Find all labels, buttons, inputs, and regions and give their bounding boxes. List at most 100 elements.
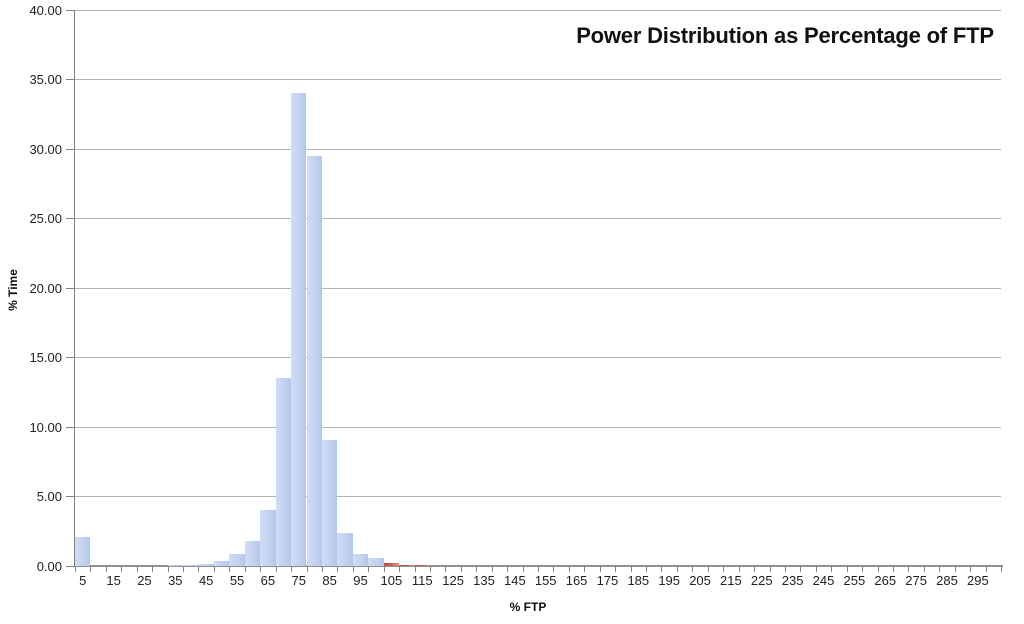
bar — [352, 553, 369, 566]
x-axis-tick — [908, 567, 910, 572]
x-axis-tick — [183, 567, 185, 572]
x-tick-label: 55 — [229, 573, 245, 588]
y-tick-label: 10.00 — [29, 419, 62, 435]
x-axis-tick — [121, 567, 123, 572]
x-tick-label: 195 — [658, 573, 681, 588]
x-tick-label: 105 — [380, 573, 403, 588]
x-axis-tick — [213, 567, 215, 572]
x-axis-tick — [970, 567, 972, 572]
x-axis-tick — [723, 567, 725, 572]
bar-above-ftp — [383, 562, 400, 566]
bar — [260, 510, 276, 566]
x-axis-tick — [815, 567, 817, 572]
gridline — [75, 287, 1001, 289]
x-tick-label: 85 — [322, 573, 337, 588]
bar — [213, 561, 230, 566]
x-tick-label: 205 — [689, 573, 711, 588]
x-axis-tick — [522, 567, 524, 572]
x-axis-tick — [429, 567, 431, 572]
x-axis-tick — [136, 567, 138, 572]
x-axis-tick — [291, 567, 293, 572]
x-axis-tick — [337, 567, 339, 572]
x-tick-label: 175 — [596, 573, 619, 588]
x-tick-label: 75 — [291, 573, 307, 588]
x-axis-tick — [707, 567, 709, 572]
bar — [229, 553, 245, 566]
x-tick-label: 255 — [843, 573, 866, 588]
x-tick-label: 145 — [503, 573, 526, 588]
x-axis-tick — [399, 567, 401, 572]
x-axis-tick — [692, 567, 694, 572]
x-axis-tick — [646, 567, 648, 572]
x-tick-label: 35 — [168, 573, 183, 588]
x-axis-tick — [476, 567, 478, 572]
gridline — [75, 79, 1001, 80]
bar — [306, 155, 322, 566]
x-tick-label: 265 — [874, 573, 897, 588]
x-axis-tick — [939, 567, 941, 572]
x-axis-tick — [877, 567, 879, 572]
x-axis-tick — [754, 567, 756, 572]
bar — [368, 557, 384, 566]
y-tick-label: 5.00 — [36, 489, 62, 504]
x-tick-label: 295 — [966, 573, 989, 588]
x-axis-tick — [954, 567, 956, 572]
x-tick-label: 95 — [353, 573, 368, 588]
x-axis-tick — [75, 567, 76, 572]
y-axis-tick — [66, 496, 74, 497]
x-axis-tick — [599, 567, 601, 572]
y-axis-tick — [66, 357, 74, 358]
x-axis-tick — [1001, 567, 1002, 572]
x-axis-tick — [306, 567, 308, 572]
x-tick-label: 285 — [936, 573, 958, 588]
x-tick-label: 125 — [442, 573, 464, 588]
x-axis-tick — [260, 567, 262, 572]
x-axis-tick — [769, 567, 771, 572]
plot-area — [75, 9, 1001, 566]
x-axis-tick — [105, 567, 107, 572]
x-axis-tick — [862, 567, 864, 572]
x-axis-tick — [507, 567, 509, 572]
x-axis-tick — [198, 567, 200, 572]
bar — [337, 533, 353, 566]
x-tick-label: 115 — [411, 573, 433, 588]
x-axis-tick — [738, 567, 740, 572]
gridline — [75, 218, 1001, 219]
x-tick-label: 215 — [720, 573, 742, 588]
gridline — [75, 357, 1001, 358]
x-tick-label: 235 — [781, 573, 804, 588]
x-axis-tick — [491, 567, 493, 572]
x-axis-tick — [275, 567, 277, 572]
bar-above-ftp — [414, 565, 430, 566]
bar-above-ftp — [399, 564, 415, 566]
x-axis-tick — [615, 567, 617, 572]
x-tick-label: 15 — [106, 573, 121, 588]
x-axis-tick — [892, 567, 894, 572]
x-axis-tick — [584, 567, 586, 572]
x-axis-tick — [445, 567, 447, 572]
y-tick-label: 20.00 — [29, 280, 62, 296]
x-tick-label: 5 — [79, 573, 87, 588]
bar — [183, 564, 199, 566]
bar — [167, 564, 184, 566]
x-axis-tick — [553, 567, 555, 572]
bar — [198, 563, 214, 566]
x-axis-tick — [846, 567, 848, 572]
x-axis-tick — [831, 567, 833, 572]
x-axis-title: % FTP — [509, 600, 547, 614]
x-axis-tick — [383, 567, 385, 572]
x-tick-label: 65 — [260, 573, 276, 588]
gridline — [75, 426, 1001, 428]
x-tick-label: 225 — [750, 573, 773, 588]
x-axis-line — [75, 565, 1003, 567]
x-tick-label: 25 — [137, 573, 152, 588]
x-axis-tick — [661, 567, 663, 572]
y-axis-tick — [66, 9, 74, 11]
x-axis-tick — [229, 567, 231, 572]
y-tick-label: 40.00 — [29, 2, 62, 18]
y-axis-tick — [66, 148, 74, 150]
x-axis-tick — [244, 567, 246, 572]
y-tick-label: 35.00 — [29, 72, 62, 87]
x-axis-tick — [630, 567, 632, 572]
